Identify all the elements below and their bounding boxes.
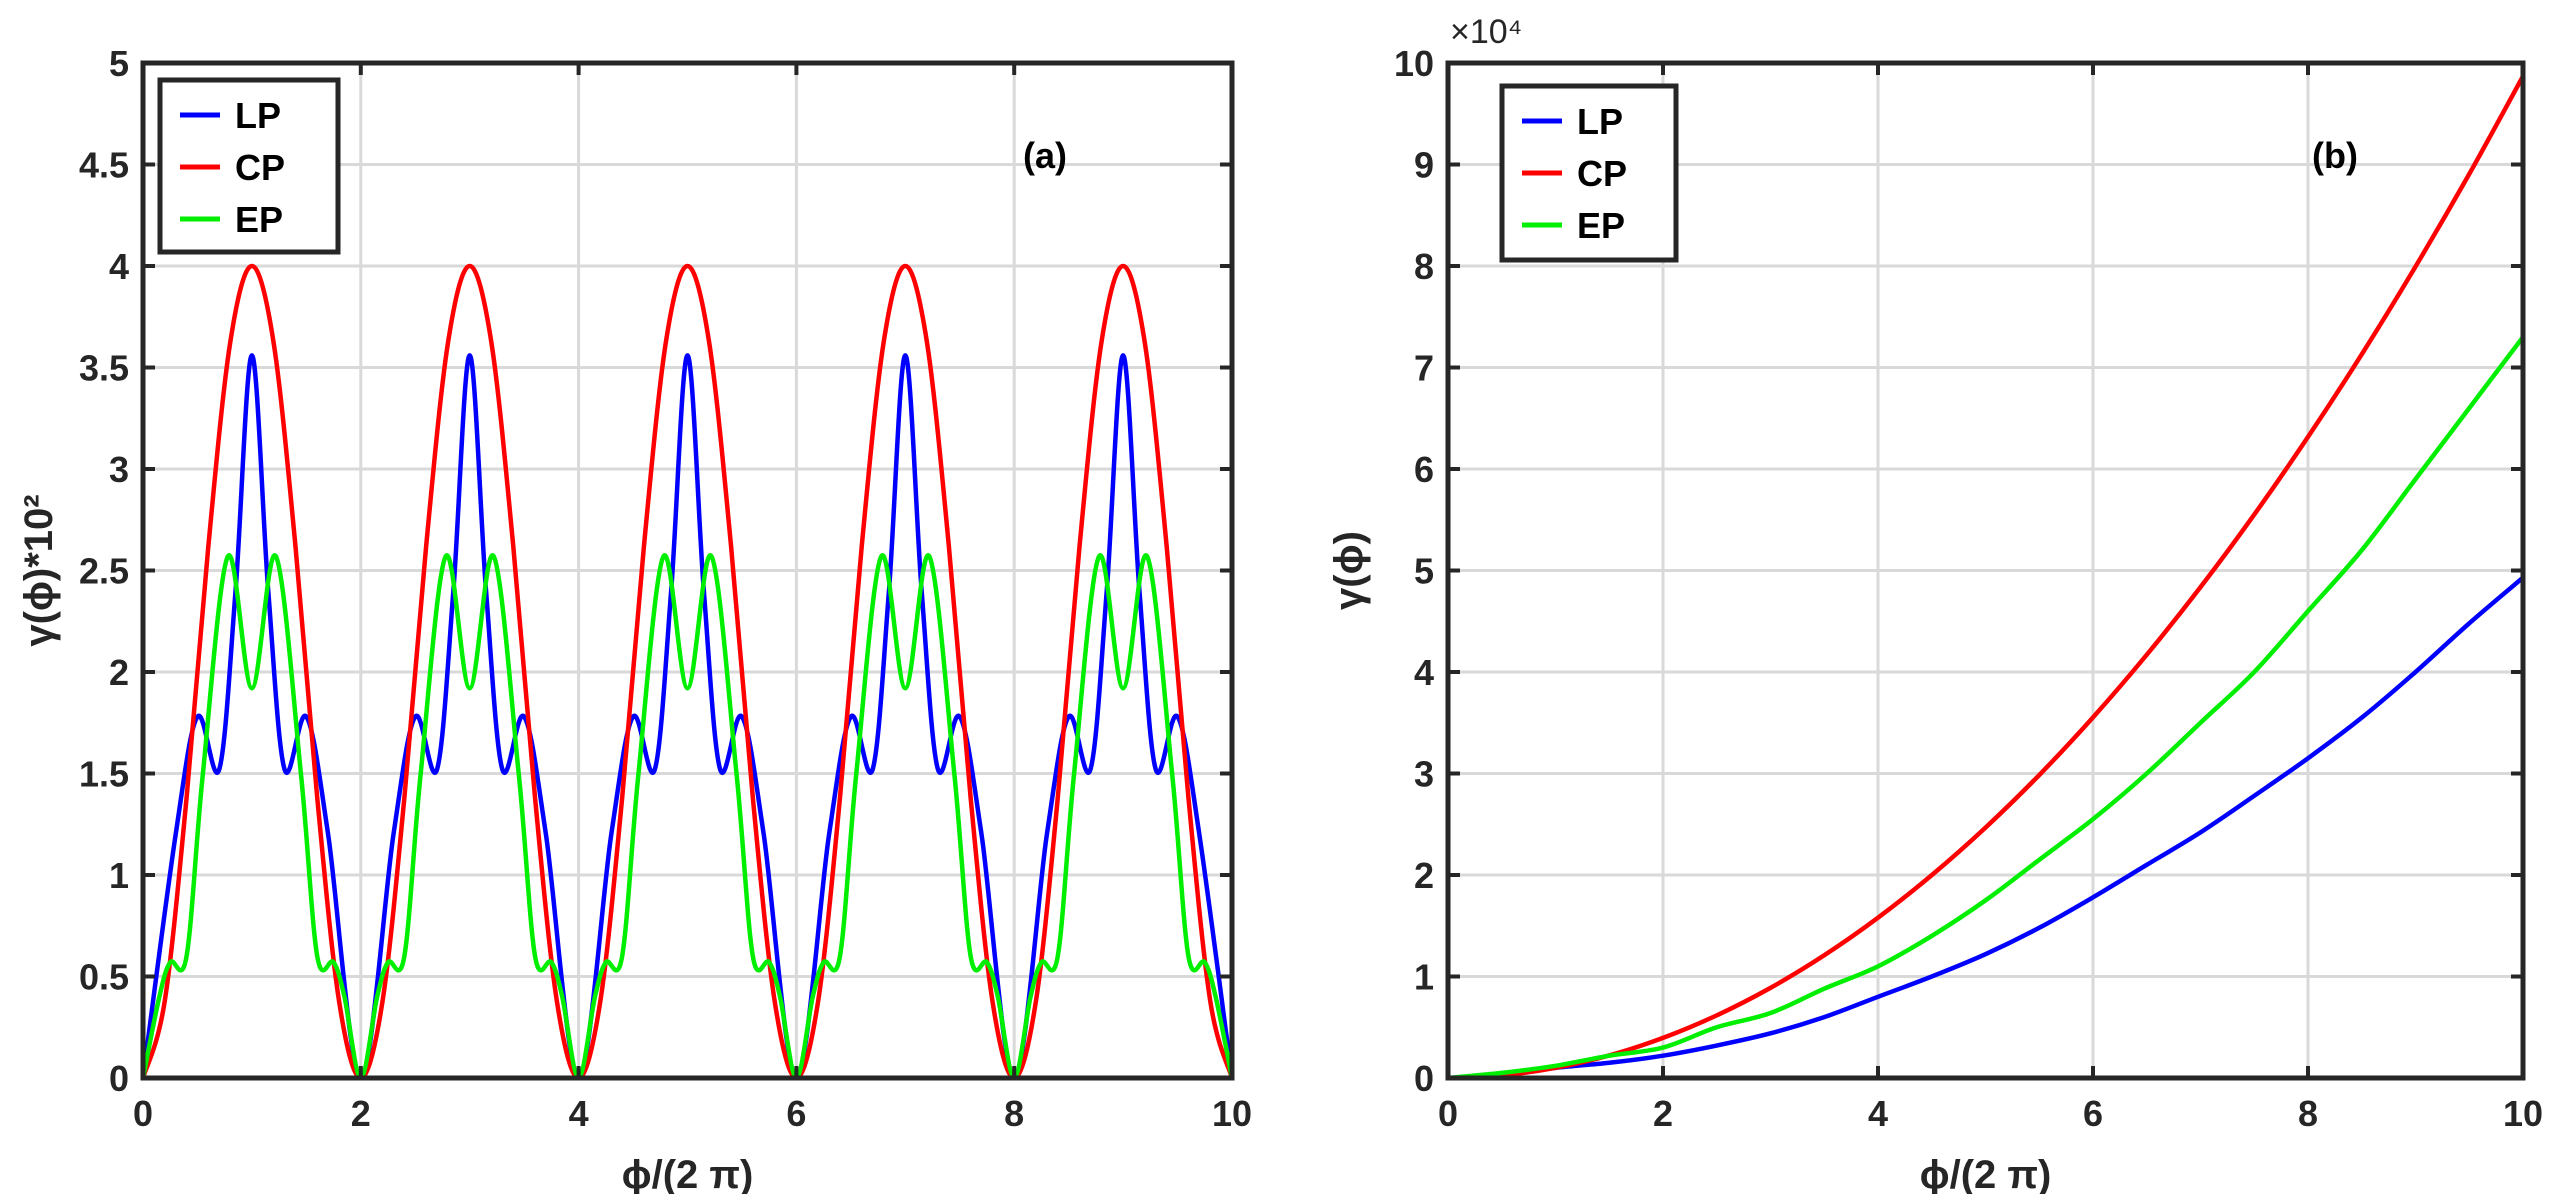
y-tick-label: 8 [1414,246,1434,287]
y-tick-label: 1.5 [79,754,129,795]
y-tick-label: 1 [1414,957,1434,998]
series-line-ep [1448,335,2523,1078]
y-tick-label: 3 [1414,754,1434,795]
y-tick-label: 9 [1414,145,1434,186]
x-tick-label: 4 [569,1093,589,1134]
legend: LP CP EP [157,77,341,255]
y-tick-label: 4.5 [79,145,129,186]
y-tick-label: 3 [109,449,129,490]
y-axis-label: γ(ϕ)*10² [17,494,61,646]
y-tick-label: 1 [109,855,129,896]
y-tick-label: 5 [1414,551,1434,592]
x-axis-label: ϕ/(2 π) [1920,1153,2052,1194]
series-line-lp [1448,575,2523,1078]
panel-b: 0 2 4 6 8 10 0 1 2 3 4 5 6 7 8 9 10 ×10⁴ ϕ/(2 π) γ(ϕ) (b) LP C… [1327,13,2543,1197]
y-tick-label: 10 [1394,43,1434,84]
y-tick-label: 0 [109,1058,129,1099]
y-tick-label: 2.5 [79,551,129,592]
legend: LP CP EP [1499,83,1679,263]
y-axis-label: γ(ϕ) [1327,531,1371,610]
x-tick-label: 8 [1004,1093,1024,1134]
panel-label: (a) [1023,135,1067,176]
series-line-ep [143,553,1232,1078]
x-tick-label: 10 [1212,1093,1252,1134]
x-axis-label: ϕ/(2 π) [622,1153,754,1194]
y-tick-label: 5 [109,43,129,84]
series-group [143,263,1232,1078]
panel-label: (b) [2312,135,2358,176]
series-line-cp [143,263,1232,1078]
x-tick-label: 2 [1653,1093,1673,1134]
legend-label-ep: EP [1577,205,1625,246]
y-tick-label: 3.5 [79,348,129,389]
x-tick-label: 0 [1438,1093,1458,1134]
y-exponent-label: ×10⁴ [1450,13,1522,51]
legend-label-cp: CP [1577,153,1627,194]
x-tick-label: 6 [786,1093,806,1134]
x-tick-label: 2 [351,1093,371,1134]
x-tick-label: 6 [2083,1093,2103,1134]
x-tick-label: 10 [2503,1093,2543,1134]
series-group [1448,75,2523,1078]
y-tick-label: 2 [1414,855,1434,896]
legend-label-lp: LP [235,95,281,136]
x-tick-label: 0 [133,1093,153,1134]
y-tick-label: 2 [109,652,129,693]
x-tick-label: 8 [2298,1093,2318,1134]
legend-label-lp: LP [1577,101,1623,142]
panel-a: 0 2 4 6 8 10 0 0.5 1 1.5 2 2.5 3 3.5 4 4.5 5 ϕ/(2 π) γ(ϕ)*… [17,43,1252,1197]
y-tick-label: 0.5 [79,957,129,998]
y-tick-label: 7 [1414,348,1434,389]
x-tick-label: 4 [1868,1093,1888,1134]
legend-label-ep: EP [235,199,283,240]
y-tick-label: 4 [109,246,129,287]
y-tick-label: 6 [1414,449,1434,490]
series-line-cp [1448,75,2523,1078]
legend-label-cp: CP [235,147,285,188]
y-tick-label: 4 [1414,652,1434,693]
y-tick-label: 0 [1414,1058,1434,1099]
